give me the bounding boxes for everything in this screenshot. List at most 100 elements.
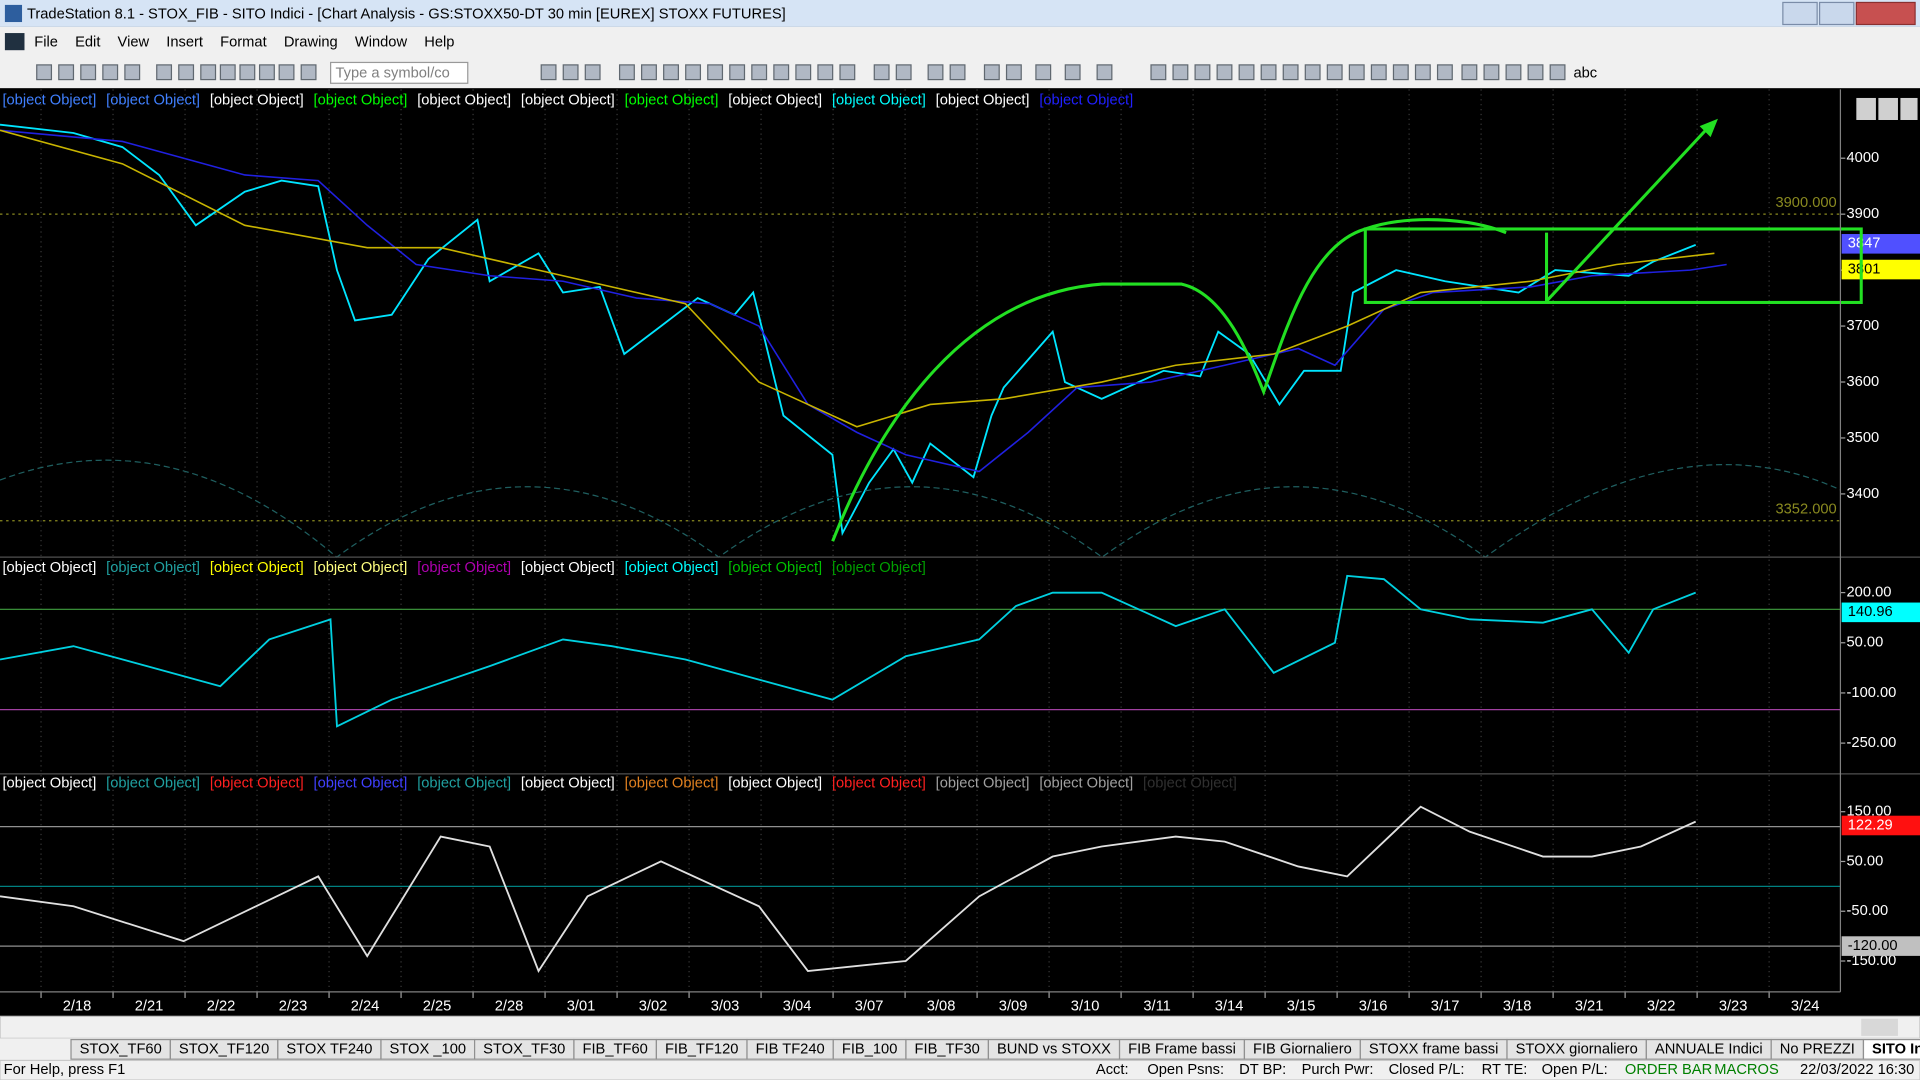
x-tick-label: 3/07 — [855, 998, 884, 1014]
toolbar-button[interactable] — [156, 64, 173, 81]
y-tick-label: 4000 — [1847, 150, 1880, 166]
toolbar-button[interactable] — [1527, 64, 1544, 81]
toolbar-button[interactable] — [200, 64, 217, 81]
toolbar-button[interactable] — [1326, 64, 1343, 81]
status-item: Purch Pwr: — [1302, 1062, 1374, 1078]
readout: [object Object] — [832, 560, 926, 576]
toolbar-button[interactable] — [1064, 64, 1081, 81]
toolbar-button[interactable] — [1150, 64, 1167, 81]
menu-item[interactable]: Drawing — [284, 35, 338, 51]
toolbar-button[interactable] — [58, 64, 75, 81]
toolbar-button[interactable] — [1194, 64, 1211, 81]
readout: [object Object] — [625, 776, 719, 792]
toolbar-button[interactable] — [102, 64, 119, 81]
toolbar-button[interactable] — [300, 64, 317, 81]
toolbar-button[interactable] — [949, 64, 966, 81]
level-label: 3352.000 — [1775, 502, 1836, 518]
toolbar-button[interactable] — [983, 64, 1000, 81]
close-button[interactable] — [1855, 1, 1916, 26]
scroll-thumb[interactable] — [1861, 1018, 1898, 1036]
x-tick-label: 2/18 — [63, 998, 92, 1014]
toolbar-button[interactable] — [1035, 64, 1052, 81]
toolbar-button[interactable] — [278, 64, 295, 81]
toolbar-button[interactable] — [124, 64, 141, 81]
trend-arc[interactable] — [831, 218, 1507, 542]
symbol-input[interactable] — [330, 61, 469, 84]
toolbar-button[interactable] — [1172, 64, 1189, 81]
menu-item[interactable]: Insert — [166, 35, 203, 51]
toolbar-button[interactable] — [258, 64, 275, 81]
minimize-button[interactable] — [1782, 1, 1818, 26]
toolbar-button[interactable] — [618, 64, 635, 81]
menu-item[interactable]: Window — [355, 35, 408, 51]
toolbar-button[interactable] — [1304, 64, 1321, 81]
toolbar-button[interactable] — [927, 64, 944, 81]
toolbar-button[interactable] — [1505, 64, 1522, 81]
toolbar-button[interactable] — [1348, 64, 1365, 81]
toolbar-button[interactable] — [1483, 64, 1500, 81]
x-tick-label: 2/23 — [279, 998, 308, 1014]
y-tick-label: 3700 — [1847, 318, 1880, 334]
toolbar-button[interactable] — [641, 64, 657, 81]
toolbar-button[interactable] — [36, 64, 53, 81]
series-line — [0, 129, 1715, 428]
mdi-minimize[interactable] — [1856, 97, 1876, 120]
tab-label: ANNUALE Indici — [1655, 1041, 1763, 1057]
toolbar-button[interactable] — [817, 64, 834, 81]
tab-label: FIB_TF60 — [583, 1041, 648, 1057]
toolbar-button[interactable] — [1436, 64, 1453, 81]
readout: [object Object] — [625, 560, 719, 576]
menu-item[interactable]: Edit — [75, 35, 100, 51]
toolbar-button[interactable] — [663, 64, 679, 81]
target-arrow[interactable] — [1545, 123, 1712, 303]
toolbar-button[interactable] — [1096, 64, 1113, 81]
menu-item[interactable]: Help — [424, 35, 454, 51]
toolbar-button[interactable] — [80, 64, 97, 81]
toolbar-button[interactable] — [540, 64, 557, 81]
toolbar-button[interactable] — [1282, 64, 1299, 81]
toolbar-button[interactable] — [1414, 64, 1431, 81]
readout: [object Object] — [210, 560, 304, 576]
toolbar-button[interactable] — [219, 64, 236, 81]
maximize-button[interactable] — [1818, 1, 1855, 26]
toolbar-button[interactable] — [839, 64, 856, 81]
readout: [object Object] — [106, 560, 200, 576]
status-item: 22/03/2022 16:30 — [1800, 1062, 1914, 1078]
toolbar-button[interactable] — [1005, 64, 1022, 81]
tab-label: STOX _100 — [390, 1041, 466, 1057]
toolbar-button[interactable] — [729, 64, 746, 81]
y-tick-label: 150.00 — [1847, 804, 1892, 820]
toolbar-button[interactable] — [1549, 64, 1566, 81]
toolbar-button[interactable] — [1216, 64, 1233, 81]
toolbar-button[interactable] — [1238, 64, 1255, 81]
mdi-restore[interactable] — [1878, 97, 1898, 120]
tab-label: FIB Giornaliero — [1253, 1041, 1352, 1057]
toolbar-button[interactable] — [1392, 64, 1409, 81]
x-tick-label: 3/03 — [711, 998, 740, 1014]
toolbar-button[interactable] — [751, 64, 768, 81]
toolbar-button[interactable] — [239, 64, 256, 81]
toolbar-button[interactable] — [707, 64, 724, 81]
toolbar-button[interactable] — [1260, 64, 1277, 81]
toolbar-button[interactable] — [873, 64, 890, 81]
horizontal-scrollbar[interactable] — [0, 1015, 1920, 1039]
menu-item[interactable]: View — [118, 35, 150, 51]
toolbar-button[interactable] — [178, 64, 195, 81]
toolbar-button[interactable] — [895, 64, 912, 81]
toolbar-button[interactable] — [773, 64, 790, 81]
toolbar-button[interactable] — [1461, 64, 1478, 81]
toolbar-button[interactable] — [685, 64, 702, 81]
menu-item[interactable]: Format — [220, 35, 267, 51]
toolbar-button[interactable] — [795, 64, 812, 81]
x-tick-label: 3/11 — [1143, 998, 1171, 1014]
mdi-close[interactable] — [1900, 97, 1918, 120]
toolbar-button[interactable] — [1370, 64, 1387, 81]
series-line — [0, 123, 1697, 537]
toolbar-button[interactable] — [584, 64, 601, 81]
toolbar-button[interactable] — [562, 64, 579, 81]
menu-item[interactable]: File — [34, 35, 58, 51]
tab[interactable] — [1862, 1038, 1920, 1060]
x-tick-label: 3/16 — [1359, 998, 1388, 1014]
text-tool[interactable]: abc — [1573, 65, 1597, 81]
